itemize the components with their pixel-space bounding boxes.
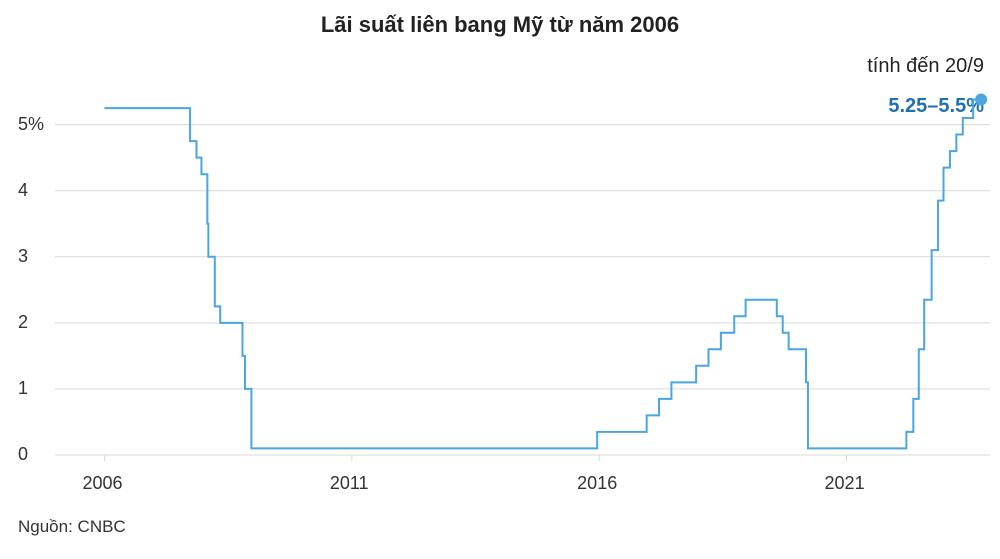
y-tick-4: 4 xyxy=(18,180,28,201)
end-marker xyxy=(975,94,987,106)
y-tick-2: 2 xyxy=(18,312,28,333)
chart-container: Lãi suất liên bang Mỹ từ năm 2006 tính đ… xyxy=(0,0,1000,559)
x-tick-3: 2021 xyxy=(825,473,865,494)
chart-title: Lãi suất liên bang Mỹ từ năm 2006 xyxy=(0,12,1000,38)
source-label: Nguồn: CNBC xyxy=(18,517,126,537)
y-tick-0: 0 xyxy=(18,444,28,465)
y-tick-1: 1 xyxy=(18,378,28,399)
y-tick-3: 3 xyxy=(18,246,28,267)
gridlines xyxy=(55,125,990,455)
y-tick-5: 5% xyxy=(18,114,44,135)
chart-subtitle: tính đến 20/9 xyxy=(867,55,984,78)
x-tick-1: 2011 xyxy=(330,473,369,494)
x-tick-2: 2016 xyxy=(577,473,617,494)
fed-funds-line xyxy=(104,100,981,449)
x-tick-0: 2006 xyxy=(82,473,122,494)
plot-area xyxy=(55,85,990,463)
